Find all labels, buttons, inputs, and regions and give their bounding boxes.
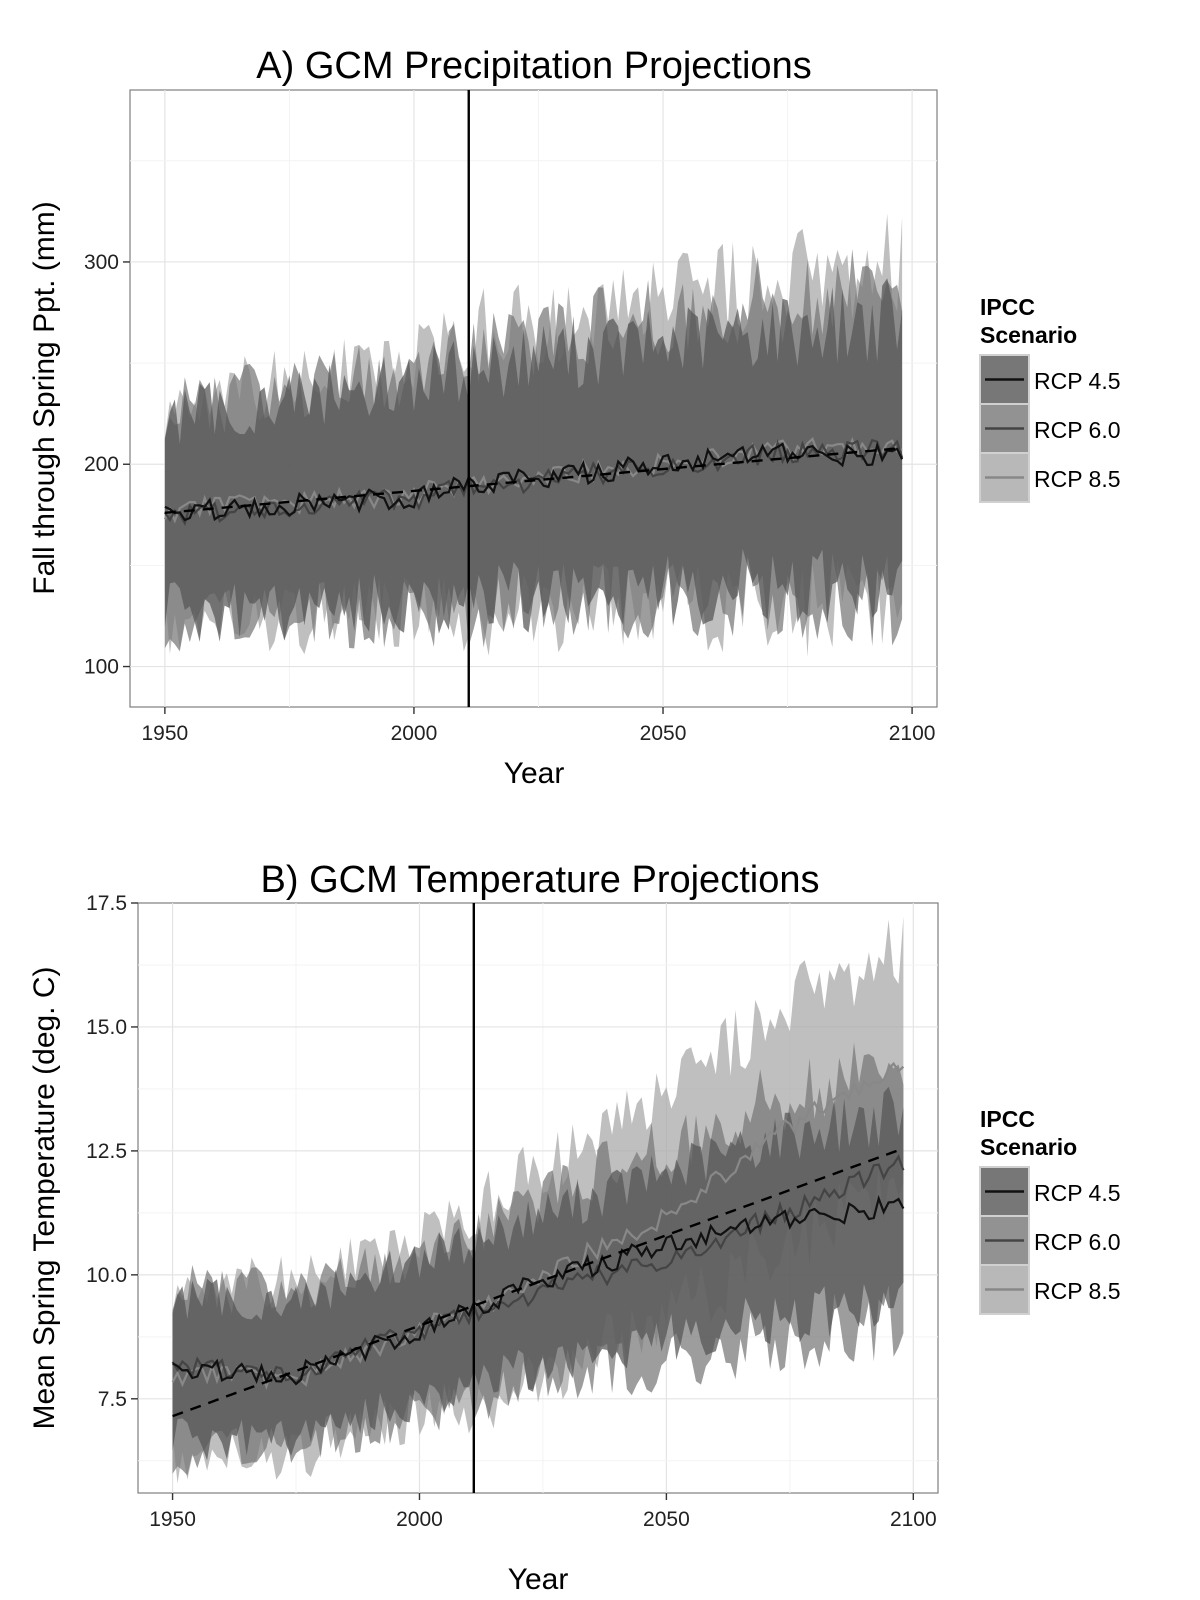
chart-title: A) GCM Precipitation Projections (256, 45, 811, 87)
line-rcp45 (164, 441, 904, 522)
legend-keys (979, 1166, 1030, 1315)
x-tick-label: 2100 (890, 1508, 937, 1531)
legend: IPCC Scenario RCP 4.5 RCP 6.0 RCP 8.5 (979, 294, 1121, 503)
legend: IPCC Scenario RCP 4.5 RCP 6.0 RCP 8.5 (979, 1106, 1121, 1315)
y-axis-title: Fall through Spring Ppt. (mm) (28, 201, 61, 594)
line-rcp85 (171, 1061, 905, 1391)
panel-temperature: B) GCM Temperature Projections 1950 2000 2… (28, 859, 1121, 1596)
y-tick-label: 15.0 (86, 1016, 127, 1039)
y-tick-label: 17.5 (86, 892, 127, 915)
legend-label-rcp60: RCP 6.0 (1034, 417, 1121, 443)
y-tick-label: 7.5 (98, 1388, 127, 1411)
chart-title: B) GCM Temperature Projections (261, 859, 820, 901)
x-axis: 1950 2000 2050 2100 (149, 1493, 937, 1531)
y-axis: 100 200 300 (84, 251, 130, 679)
x-tick-label: 2000 (396, 1508, 443, 1531)
series-bands (164, 213, 903, 657)
legend-label-rcp45: RCP 4.5 (1034, 368, 1121, 394)
x-axis-title: Year (508, 1563, 569, 1596)
legend-label-rcp85: RCP 8.5 (1034, 1278, 1121, 1304)
legend-label-rcp60: RCP 6.0 (1034, 1229, 1121, 1255)
y-axis-title: Mean Spring Temperature (deg. C) (28, 966, 61, 1429)
trend-line (172, 1147, 904, 1418)
panel-precipitation: A) GCM Precipitation Projections 1950 200… (28, 45, 1121, 790)
x-axis: 1950 2000 2050 2100 (142, 707, 936, 745)
x-tick-label: 2050 (640, 722, 687, 745)
y-tick-label: 100 (84, 656, 119, 679)
x-axis-title: Year (504, 757, 565, 790)
trend-dashed-line (164, 446, 903, 514)
legend-title-line-1: IPCC (980, 1106, 1035, 1132)
legend-label-rcp45: RCP 4.5 (1034, 1180, 1121, 1206)
x-tick-label: 2100 (889, 722, 936, 745)
y-tick-label: 12.5 (86, 1140, 127, 1163)
band-rcp45 (164, 278, 903, 642)
legend-label-rcp85: RCP 8.5 (1034, 466, 1121, 492)
legend-title-line-2: Scenario (980, 1134, 1077, 1160)
x-tick-label: 2000 (391, 722, 438, 745)
trend-dashed-line (172, 1147, 904, 1418)
x-tick-label: 1950 (142, 722, 189, 745)
legend-title-line-2: Scenario (980, 322, 1077, 348)
y-axis: 7.5 10.0 12.5 15.0 17.5 (86, 892, 138, 1411)
y-tick-label: 300 (84, 251, 119, 274)
y-tick-label: 10.0 (86, 1264, 127, 1287)
trend-line (164, 446, 903, 514)
x-tick-label: 1950 (149, 1508, 196, 1531)
legend-keys (979, 354, 1030, 503)
legend-title-line-1: IPCC (980, 294, 1035, 320)
x-tick-label: 2050 (643, 1508, 690, 1531)
y-tick-label: 200 (84, 453, 119, 476)
band-rcp45 (172, 1086, 904, 1461)
series-bands (172, 916, 904, 1484)
